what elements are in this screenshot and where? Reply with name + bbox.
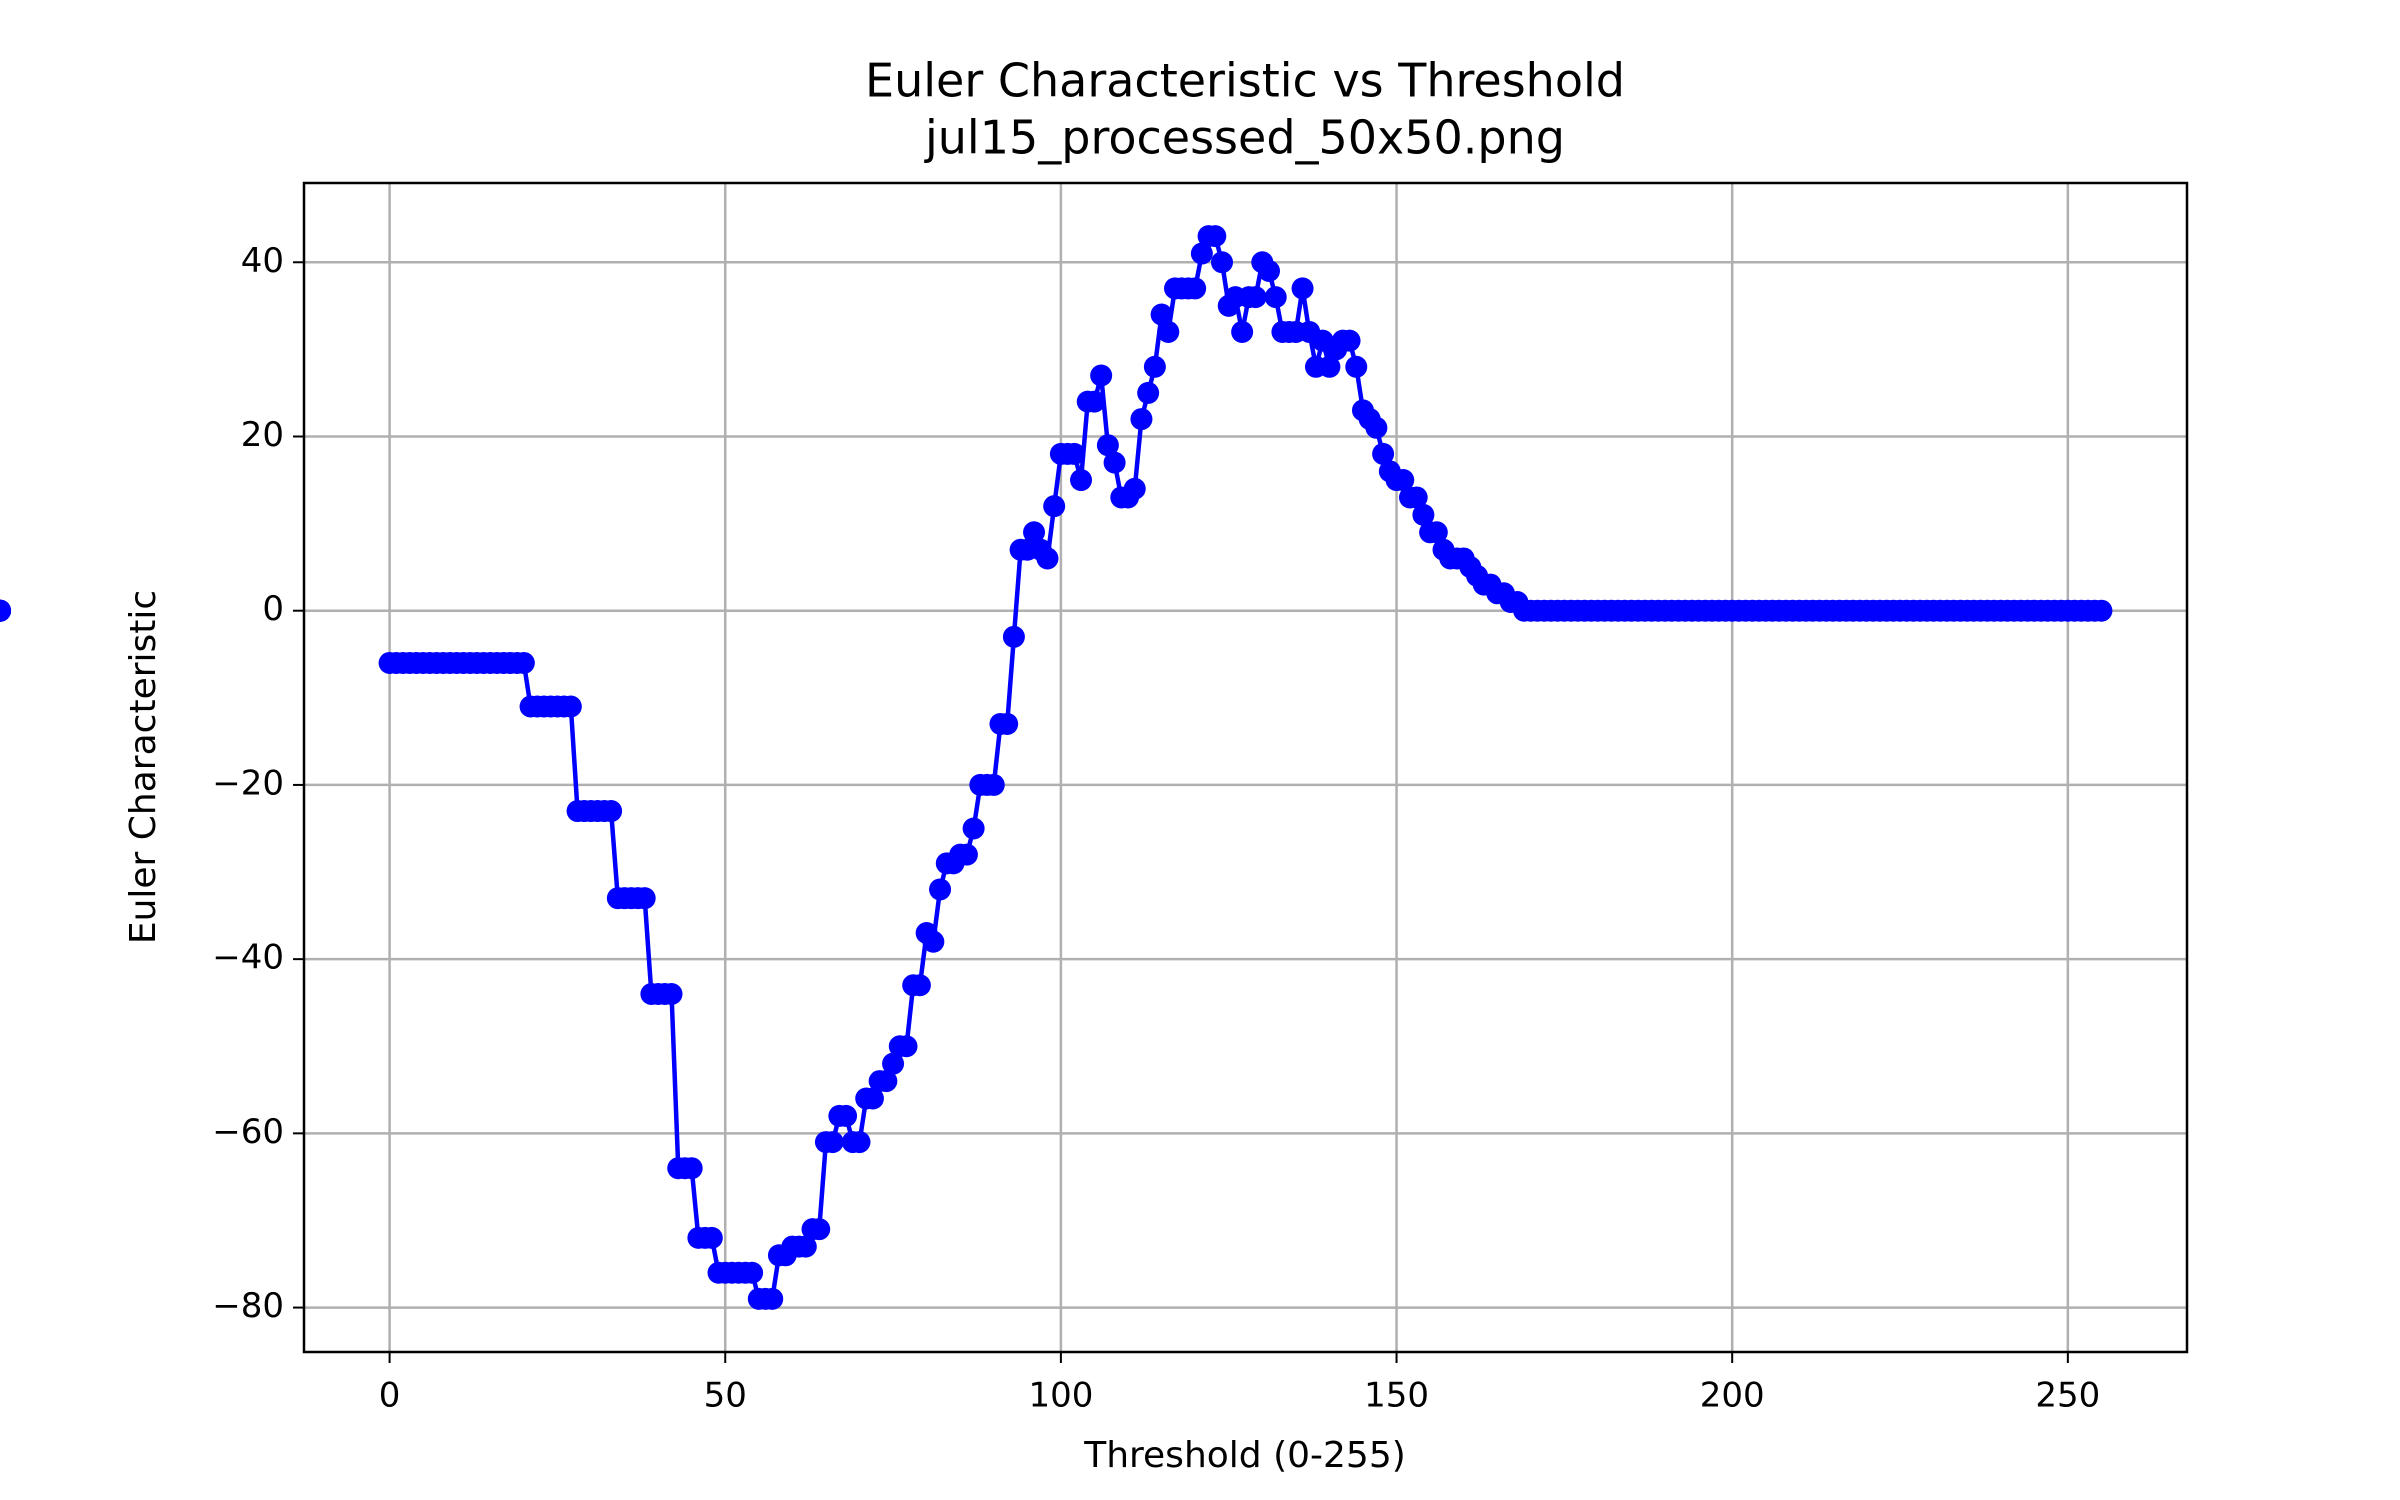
data-point [1083, 390, 1106, 413]
data-point [680, 1157, 703, 1180]
data-point [600, 800, 623, 823]
data-point [861, 1087, 884, 1110]
data-point [1137, 381, 1160, 404]
data-point [821, 1131, 844, 1154]
data-point [1143, 355, 1166, 378]
y-tick-label: 40 [241, 241, 284, 281]
data-point [1338, 329, 1361, 352]
data-point [962, 817, 985, 840]
data-point [1425, 521, 1448, 544]
plot-frame [302, 181, 2189, 1354]
y-axis-label: Euler Characteristic [123, 590, 164, 944]
data-point [875, 1070, 898, 1093]
y-tick-label: −40 [212, 938, 284, 978]
y-tick-label: −60 [212, 1112, 284, 1152]
data-point [512, 651, 535, 674]
data-point [1264, 286, 1287, 309]
x-tick-label: 200 [1700, 1376, 1765, 1416]
data-point [1184, 277, 1207, 300]
x-tick-label: 150 [1364, 1376, 1429, 1416]
data-point [848, 1131, 871, 1154]
data-point [1412, 503, 1435, 526]
y-tick-label: −80 [212, 1286, 284, 1326]
data-point [835, 1104, 858, 1127]
data-point [2090, 599, 2113, 622]
data-point [1211, 251, 1234, 274]
data-point [1257, 259, 1280, 282]
data-point [660, 982, 683, 1005]
data-point [1063, 442, 1086, 465]
data-point [955, 843, 978, 866]
x-tick-label: 50 [704, 1376, 747, 1416]
chart-subtitle: jul15_processed_50x50.png [924, 111, 1565, 165]
y-tick-label: 20 [241, 415, 284, 455]
data-point [0, 599, 11, 622]
data-point [1023, 521, 1046, 544]
data-point [922, 930, 945, 953]
data-point [1090, 364, 1113, 387]
data-point [1405, 486, 1428, 509]
x-tick-label: 0 [379, 1376, 401, 1416]
data-point [908, 974, 931, 997]
data-point [1291, 277, 1314, 300]
data-point [1157, 320, 1180, 343]
data-point [882, 1052, 905, 1075]
x-tick-label: 250 [2035, 1376, 2100, 1416]
data-point [1130, 408, 1153, 431]
y-tick-label: −20 [212, 763, 284, 803]
data-point [1036, 547, 1059, 570]
data-point [895, 1035, 918, 1058]
data-point [982, 773, 1005, 796]
data-point [700, 1226, 723, 1249]
data-point [761, 1287, 784, 1310]
data-point [1345, 355, 1368, 378]
data-point [1190, 242, 1213, 265]
data-point [1372, 442, 1395, 465]
data-point [996, 712, 1019, 735]
data-point [1150, 303, 1173, 326]
series-line [389, 233, 2102, 1302]
y-tick-label: 0 [262, 589, 284, 629]
chart-title: Euler Characteristic vs Threshold [865, 54, 1625, 108]
data-point [633, 887, 656, 910]
data-point [1392, 469, 1415, 492]
data-point [1096, 434, 1119, 457]
data-point [1365, 416, 1388, 439]
data-point [1318, 355, 1341, 378]
data-point [808, 1218, 831, 1241]
data-point [1204, 225, 1227, 248]
data-point [1043, 495, 1066, 518]
data-point [1123, 477, 1146, 500]
data-point [794, 1235, 817, 1258]
data-point [929, 878, 952, 901]
data-point [741, 1261, 764, 1284]
data-point [1002, 625, 1025, 648]
data-point [559, 695, 582, 718]
data-point [1244, 286, 1267, 309]
x-axis-label: Threshold (0-255) [1083, 1435, 1406, 1476]
data-point [1103, 451, 1126, 474]
x-tick-label: 100 [1028, 1376, 1093, 1416]
data-point [1231, 320, 1254, 343]
data-point [1070, 469, 1093, 492]
